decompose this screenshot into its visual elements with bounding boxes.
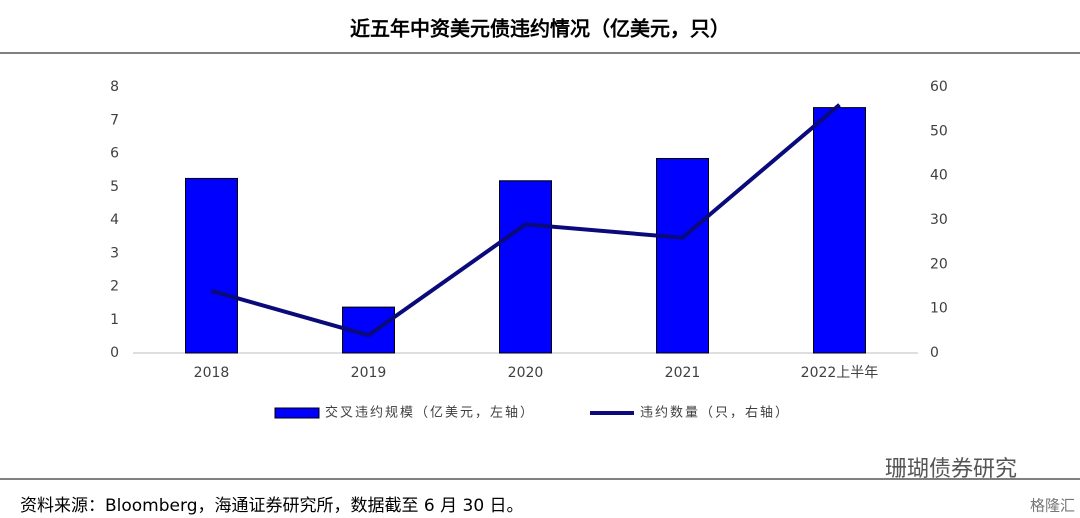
y2-tick-label: 30 xyxy=(930,212,948,228)
y2-tick-label: 10 xyxy=(930,301,948,317)
y-tick-label: 6 xyxy=(110,146,119,162)
y2-tick-label: 20 xyxy=(930,256,948,272)
legend-label: 违约数量（只，右轴） xyxy=(640,406,790,421)
y-tick-label: 3 xyxy=(110,245,119,261)
bar xyxy=(499,180,552,354)
source-note: 资料来源：Bloomberg，海通证券研究所，数据截至 6 月 30 日。 xyxy=(20,496,524,516)
bar xyxy=(185,177,238,354)
bar xyxy=(656,157,709,354)
x-tick-label: 2021 xyxy=(665,365,701,381)
chart-title: 近五年中资美元债违约情况（亿美元，只） xyxy=(350,17,730,41)
x-tick-label: 2020 xyxy=(508,365,544,381)
legend-swatch xyxy=(274,407,320,419)
y2-tick-label: 40 xyxy=(930,168,948,184)
y-tick-label: 1 xyxy=(110,312,119,328)
y2-tick-label: 50 xyxy=(930,123,948,139)
x-tick-label: 2019 xyxy=(351,365,387,381)
y-tick-label: 0 xyxy=(110,345,119,361)
y-tick-label: 4 xyxy=(110,212,119,228)
y2-tick-label: 0 xyxy=(930,345,939,361)
y2-tick-label: 60 xyxy=(930,79,948,95)
y-tick-label: 2 xyxy=(110,279,119,295)
y-tick-label: 5 xyxy=(110,179,119,195)
y-tick-label: 7 xyxy=(110,112,119,128)
y-tick-label: 8 xyxy=(110,79,119,95)
logo: 格隆汇 xyxy=(1030,497,1075,515)
x-tick-label: 2018 xyxy=(194,365,230,381)
watermark: 珊瑚债券研究 xyxy=(885,457,1017,482)
line xyxy=(210,103,841,338)
x-tick-label: 2022上半年 xyxy=(801,365,879,381)
bar xyxy=(813,107,866,354)
legend-label: 交叉违约规模（亿美元，左轴） xyxy=(325,405,535,421)
